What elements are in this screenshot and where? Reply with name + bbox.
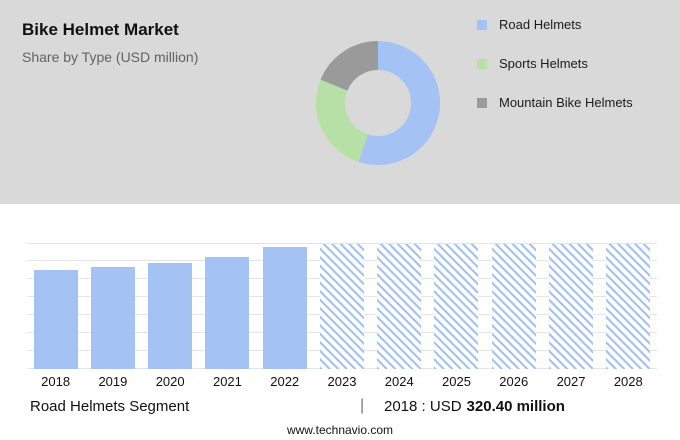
forecast-bar-2024 xyxy=(377,244,422,369)
legend-swatch-road-helmets xyxy=(477,20,487,30)
chart-title: Bike Helmet Market xyxy=(22,20,179,39)
x-tick-2028: 2028 xyxy=(613,374,643,389)
bar-column-2018 xyxy=(27,244,84,369)
x-tick-2022: 2022 xyxy=(270,374,300,389)
donut-slice-mountain-bike-helmets xyxy=(316,41,440,165)
forecast-bar-2027 xyxy=(549,244,594,369)
bar-column-2024 xyxy=(371,244,428,369)
caption-value-bold: 320.40 million xyxy=(466,398,565,415)
forecast-bar-2026 xyxy=(491,244,536,369)
x-tick-2025: 2025 xyxy=(442,374,471,389)
x-axis-labels: 2018 2019 2020 2021 2022 2023 2024 2025 2026 2027… xyxy=(27,374,657,389)
x-tick-2019: 2019 xyxy=(98,374,128,389)
summary-panel: Bike Helmet Market Share by Type (USD mi… xyxy=(0,0,680,204)
legend-item-mountain-bike-helmets: Mountain Bike Helmets xyxy=(477,95,633,110)
x-tick-2026: 2026 xyxy=(499,374,529,389)
x-tick-2021: 2021 xyxy=(212,374,242,389)
bar-column-2021 xyxy=(199,244,256,369)
legend-item-sports-helmets: Sports Helmets xyxy=(477,56,633,71)
legend-item-road-helmets: Road Helmets xyxy=(477,17,633,32)
x-tick-2027: 2027 xyxy=(556,374,586,389)
bar-column-2028 xyxy=(600,244,657,369)
legend-label: Road Helmets xyxy=(499,17,582,32)
bar-chart-plot xyxy=(27,243,657,369)
x-tick-2024: 2024 xyxy=(384,374,414,389)
legend-label: Sports Helmets xyxy=(499,56,588,71)
bar-column-2023 xyxy=(313,244,370,369)
bar-2018 xyxy=(33,270,78,369)
bar-column-2022 xyxy=(256,244,313,369)
bar-2019 xyxy=(90,266,135,369)
bar-2022 xyxy=(262,246,307,369)
bar-column-2026 xyxy=(485,244,542,369)
caption-separator: | xyxy=(360,397,365,414)
bar-column-2025 xyxy=(428,244,485,369)
caption-value-prefix: 2018 : USD xyxy=(384,398,462,415)
forecast-bar-2025 xyxy=(434,244,479,369)
legend-label: Mountain Bike Helmets xyxy=(499,95,633,110)
legend: Road Helmets Sports Helmets Mountain Bike … xyxy=(477,17,633,134)
legend-swatch-mountain-bike-helmets xyxy=(477,98,487,108)
segment-label: Road Helmets Segment xyxy=(30,398,190,415)
bar-column-2019 xyxy=(84,244,141,369)
chart-titles: Bike Helmet Market Share by Type (USD mi… xyxy=(22,20,198,65)
x-tick-2023: 2023 xyxy=(327,374,357,389)
legend-swatch-sports-helmets xyxy=(477,59,487,69)
caption-value: 2018 : USD 320.40 million xyxy=(384,398,565,415)
x-tick-2020: 2020 xyxy=(155,374,185,389)
bar-2020 xyxy=(148,262,193,369)
bar-column-2027 xyxy=(542,244,599,369)
x-tick-2018: 2018 xyxy=(41,374,71,389)
donut-slice-sports-helmets xyxy=(316,41,440,165)
forecast-bar-2028 xyxy=(606,244,651,369)
bar-2021 xyxy=(205,256,250,369)
forecast-bar-2023 xyxy=(319,244,364,369)
donut-chart xyxy=(312,37,444,169)
bar-column-2020 xyxy=(142,244,199,369)
caption-row: Road Helmets Segment | 2018 : USD 320.40 … xyxy=(0,397,680,420)
website-text: www.technavio.com xyxy=(286,423,394,437)
chart-subtitle: Share by Type (USD million) xyxy=(22,49,199,65)
